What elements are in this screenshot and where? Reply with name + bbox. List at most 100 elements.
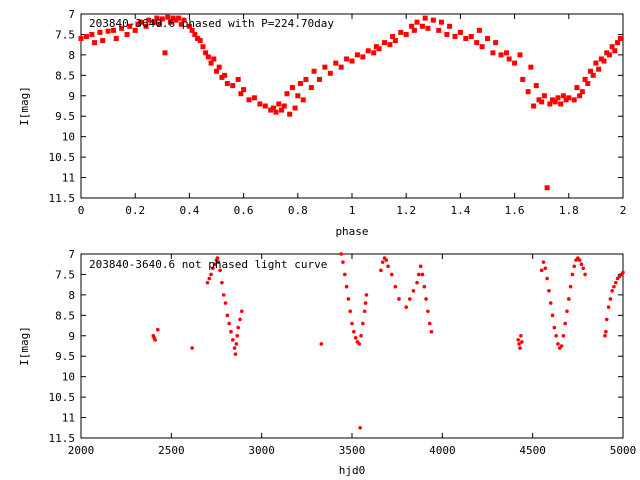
data-point [384, 258, 389, 262]
data-point [518, 346, 522, 350]
data-point [547, 289, 551, 293]
data-point [190, 346, 194, 350]
data-point [506, 56, 512, 62]
data-point [235, 76, 241, 82]
data-point [447, 23, 453, 29]
data-point [295, 93, 301, 99]
data-point [214, 68, 219, 74]
data-point [273, 109, 279, 115]
data-point [205, 54, 211, 60]
data-point [270, 105, 276, 111]
chart-title: 203840-3640.6 phased with P=224.70day [89, 17, 334, 30]
y-tick-label: 10 [62, 371, 75, 384]
data-point [422, 15, 428, 21]
data-point [498, 52, 504, 58]
data-point [577, 258, 582, 262]
data-point [457, 29, 463, 35]
data-point [197, 38, 203, 44]
data-point [203, 50, 209, 56]
data-point [590, 72, 596, 78]
data-point [359, 333, 363, 338]
data-point [289, 85, 295, 91]
data-point [541, 260, 546, 264]
data-point [371, 50, 377, 56]
data-point [617, 36, 623, 42]
data-point [563, 97, 569, 103]
data-point [300, 97, 306, 103]
data-point [276, 101, 282, 107]
data-point [230, 338, 235, 342]
y-tick-label: 11 [62, 172, 75, 185]
data-point [143, 23, 149, 29]
data-point [341, 260, 345, 264]
data-point [212, 262, 217, 267]
data-point [170, 15, 176, 21]
data-point [135, 21, 141, 27]
x-tick-label: 0.4 [179, 204, 199, 217]
data-point [539, 99, 545, 105]
data-point [552, 99, 558, 105]
data-point [344, 284, 349, 289]
data-point [224, 81, 230, 87]
data-point [376, 46, 382, 52]
data-point [490, 50, 496, 56]
data-point [236, 325, 240, 330]
y-tick-label: 8.5 [55, 309, 75, 322]
x-axis-label: phase [335, 225, 368, 238]
data-point [146, 17, 152, 23]
data-point [545, 276, 549, 281]
data-point [436, 27, 442, 33]
data-point [207, 276, 212, 281]
data-point [548, 301, 553, 305]
data-point [348, 309, 352, 314]
data-point [567, 297, 571, 301]
data-point [238, 317, 242, 322]
data-point [517, 342, 521, 346]
data-point [234, 342, 239, 346]
data-point [357, 342, 362, 346]
data-point [615, 40, 621, 46]
data-point [393, 284, 398, 289]
data-point [571, 97, 577, 103]
data-point [474, 40, 480, 46]
data-point [536, 97, 542, 103]
data-point [593, 60, 599, 66]
data-point [621, 270, 625, 275]
data-points [151, 252, 625, 430]
data-point [560, 93, 566, 99]
data-point [543, 266, 548, 271]
data-point [208, 60, 214, 66]
data-point [554, 333, 558, 338]
data-point [97, 29, 103, 35]
data-point [92, 40, 98, 46]
data-point [550, 97, 556, 103]
data-point [579, 89, 585, 95]
y-axis-label: I[mag] [18, 326, 31, 366]
data-point [176, 15, 182, 21]
y-tick-label: 7 [68, 248, 75, 261]
y-tick-label: 11.5 [49, 432, 76, 445]
data-point [339, 252, 343, 256]
y-tick-label: 11.5 [49, 192, 76, 205]
data-point [541, 93, 547, 99]
data-point [430, 17, 436, 23]
data-point [311, 68, 317, 74]
data-point [216, 64, 222, 70]
data-point [303, 76, 309, 82]
x-tick-label: 2 [620, 204, 627, 217]
data-point [360, 54, 366, 60]
data-point [221, 293, 226, 297]
data-point [463, 36, 469, 42]
data-point [220, 280, 224, 285]
data-point [322, 64, 328, 70]
data-point [105, 28, 111, 34]
data-point [561, 333, 566, 338]
data-point [262, 103, 268, 109]
data-point [419, 23, 425, 29]
data-point [200, 44, 206, 50]
data-point [358, 425, 362, 430]
data-point [417, 272, 421, 277]
data-point [398, 29, 404, 35]
data-point [613, 280, 618, 285]
data-point [386, 264, 390, 269]
